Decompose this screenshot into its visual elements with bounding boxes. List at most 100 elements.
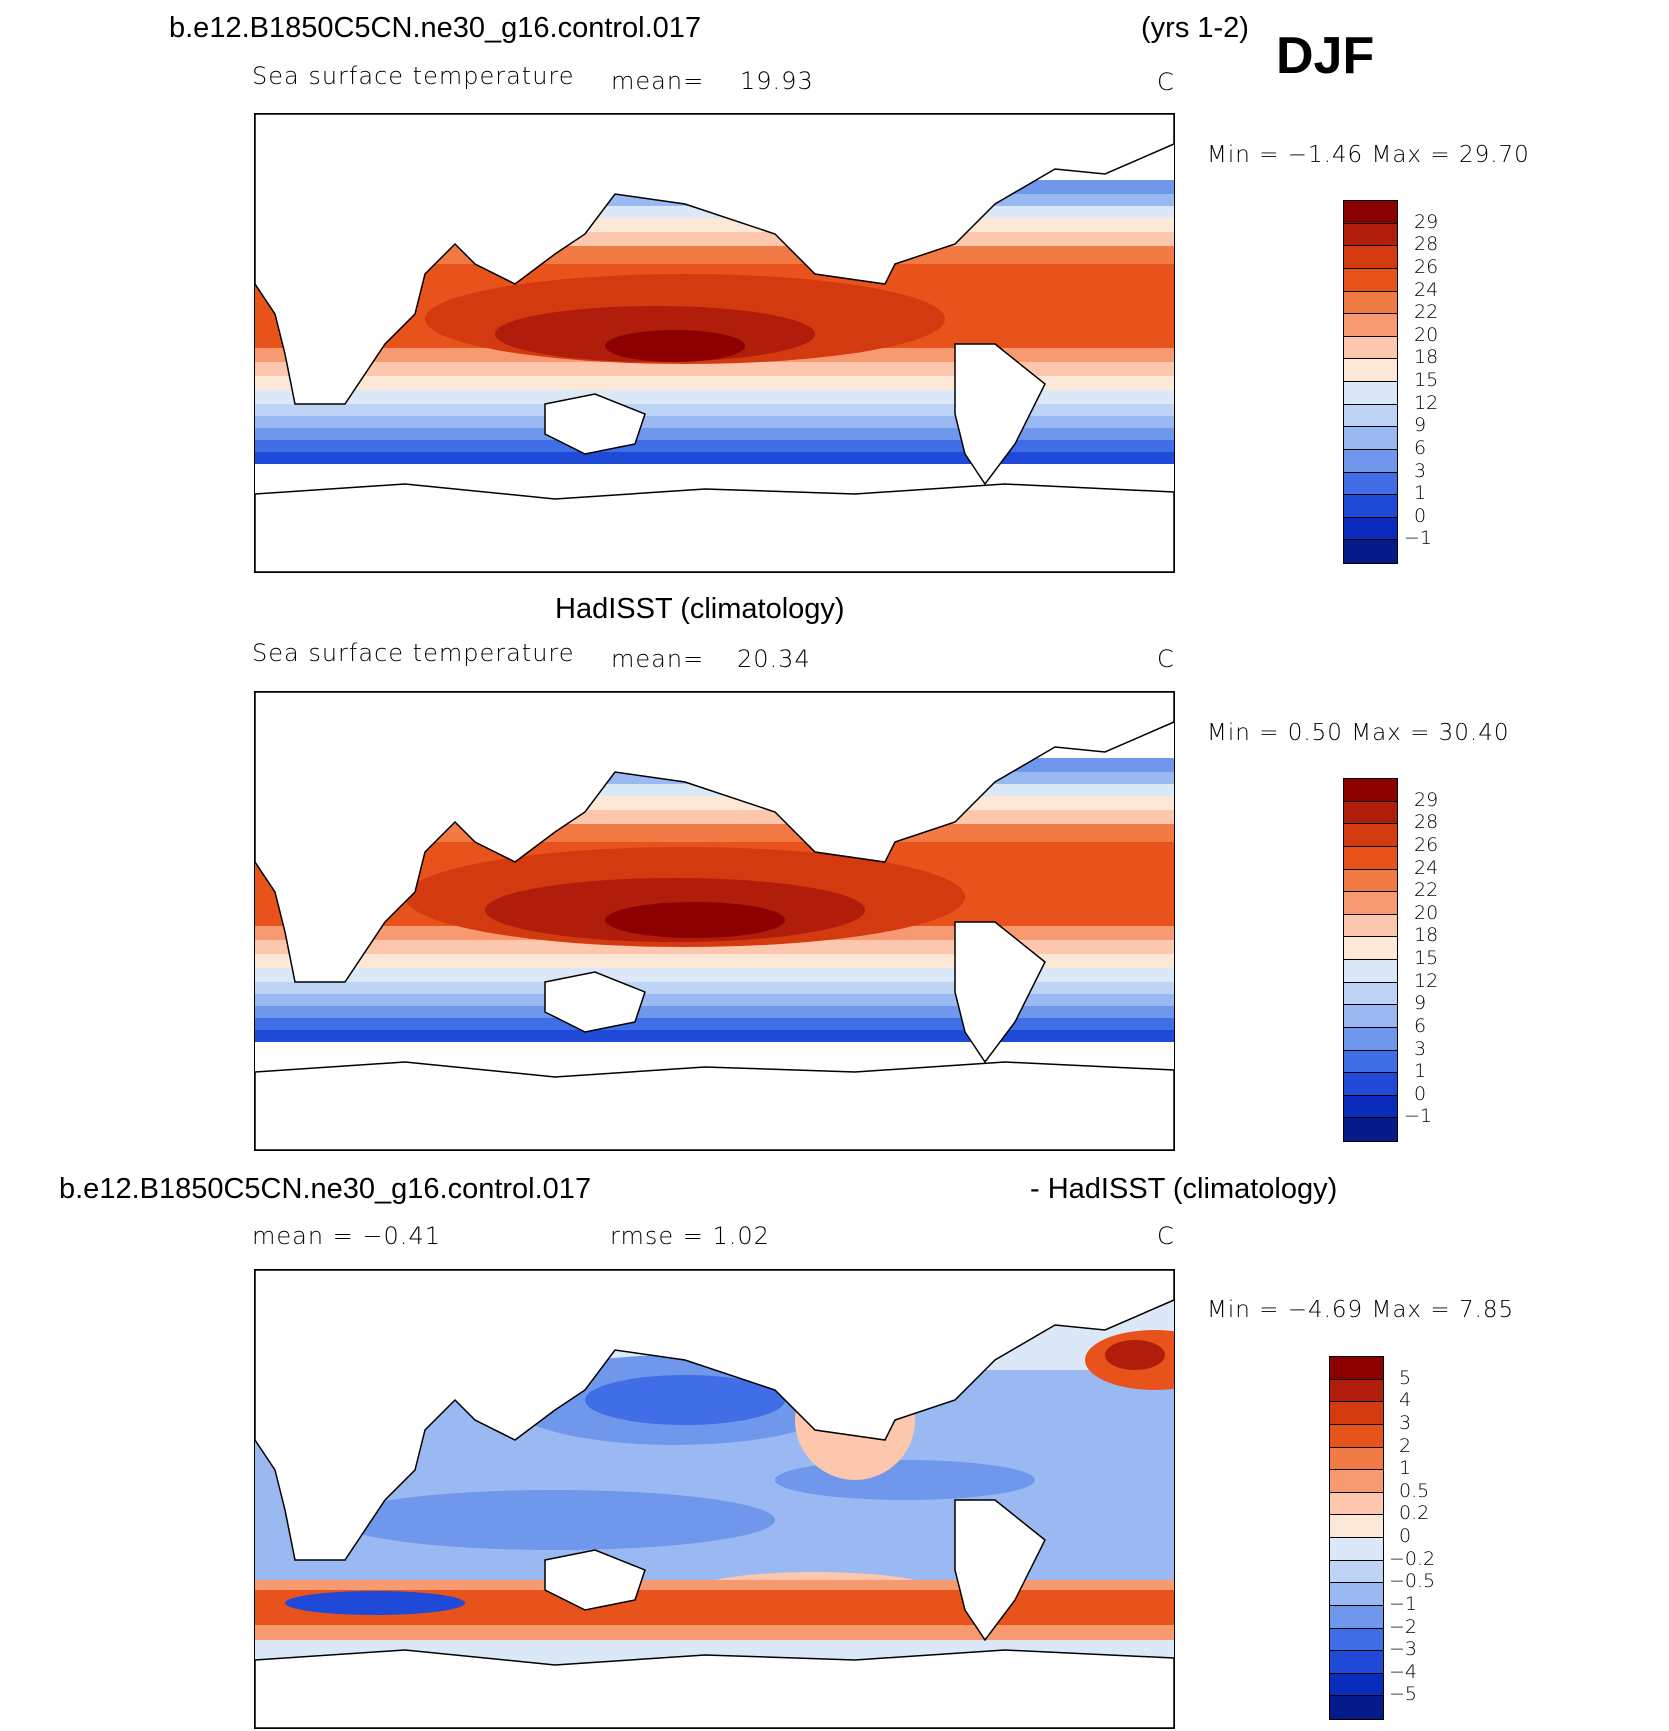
colorbar-swatch [1344,937,1397,960]
colorbar-swatch [1330,1605,1383,1629]
colorbar-swatch [1344,824,1397,847]
panel3-title-right: - HadISST (climatology) [1030,1173,1338,1205]
colorbar-tick-label: 0.5 [1399,1479,1430,1502]
panel3-minmax: Min = −4.69 Max = 7.85 [1207,1297,1515,1323]
colorbar-swatch [1330,1515,1383,1538]
colorbar-swatch [1344,495,1397,518]
colorbar-swatch [1344,1118,1397,1141]
panel2-minmax: Min = 0.50 Max = 30.40 [1207,720,1510,746]
panel2-map [254,691,1175,1151]
colorbar-tick-label: 26 [1414,255,1439,278]
colorbar-swatch [1330,1379,1383,1403]
panel2-mean-label: mean= [611,645,705,673]
panel3-title-left: b.e12.B1850C5CN.ne30_g16.control.017 [59,1173,592,1205]
colorbar-tick-label: 4 [1399,1389,1412,1412]
panel1-sst-field [255,114,1174,572]
colorbar-tick-label: 6 [1414,436,1427,459]
colorbar-tick-label: 15 [1414,369,1439,391]
colorbar-swatch [1330,1357,1383,1380]
panel1-map [254,113,1175,573]
colorbar-tick-label: 12 [1414,391,1439,414]
colorbar-tick-label: 24 [1414,856,1439,879]
panel3-colorbar [1329,1356,1384,1720]
colorbar-tick-label: 1 [1414,482,1427,505]
season-label: DJF [1276,27,1375,85]
colorbar-tick-label: 29 [1414,788,1439,811]
colorbar-tick-label: −0.2 [1389,1547,1436,1570]
case-title: b.e12.B1850C5CN.ne30_g16.control.017 [169,12,702,44]
colorbar-tick-label: 6 [1414,1014,1427,1037]
colorbar-tick-label: 20 [1414,901,1439,924]
colorbar-swatch [1344,869,1397,893]
panel1-colorbar [1343,200,1398,564]
colorbar-tick-label: 3 [1414,459,1427,482]
colorbar-swatch [1344,472,1397,496]
colorbar-tick-label: 22 [1414,301,1439,324]
panel2-units: C [1157,645,1175,673]
panel3-mean: mean = −0.41 [252,1222,441,1250]
colorbar-tick-label: 0.2 [1399,1502,1430,1525]
colorbar-tick-label: 20 [1414,323,1439,346]
panel1-units: C [1157,68,1175,96]
panel1-variable: Sea surface temperature [252,62,575,90]
colorbar-swatch [1344,540,1397,563]
colorbar-tick-label: −1 [1404,1105,1433,1128]
panel2-colorbar [1343,778,1398,1142]
colorbar-swatch [1330,1560,1383,1584]
colorbar-swatch [1344,382,1397,405]
colorbar-tick-label: 9 [1414,414,1427,437]
colorbar-tick-label: 12 [1414,969,1439,992]
colorbar-tick-label: −4 [1389,1660,1418,1683]
colorbar-tick-label: 28 [1414,233,1439,256]
colorbar-tick-label: 0 [1399,1525,1412,1547]
colorbar-tick-label: 22 [1414,879,1439,902]
panel1-mean-label: mean= [611,67,705,95]
colorbar-swatch [1330,1492,1383,1516]
colorbar-swatch [1344,404,1397,428]
colorbar-swatch [1344,982,1397,1006]
colorbar-swatch [1344,246,1397,269]
colorbar-tick-label: 3 [1414,1037,1427,1060]
colorbar-tick-label: 24 [1414,278,1439,301]
colorbar-tick-label: 0 [1414,1082,1427,1105]
colorbar-swatch [1344,314,1397,337]
colorbar-swatch [1344,914,1397,938]
panel3-units: C [1157,1222,1175,1250]
colorbar-tick-label: 29 [1414,210,1439,233]
colorbar-swatch [1344,801,1397,825]
panel3-rmse: rmse = 1.02 [610,1222,770,1250]
colorbar-tick-label: 5 [1399,1366,1412,1389]
colorbar-swatch [1344,846,1397,870]
colorbar-tick-label: −2 [1389,1615,1418,1638]
colorbar-swatch [1330,1402,1383,1425]
panel3-diff-field [255,1270,1174,1728]
colorbar-tick-label: −1 [1389,1592,1418,1615]
panel1-minmax: Min = −1.46 Max = 29.70 [1207,142,1530,168]
colorbar-tick-label: −5 [1389,1683,1418,1706]
years-label: (yrs 1-2) [1141,12,1249,44]
colorbar-swatch [1330,1583,1383,1606]
panel2-sst-field [255,692,1174,1150]
colorbar-swatch [1330,1696,1383,1719]
panel3-map [254,1269,1175,1729]
panel2-title: HadISST (climatology) [555,593,845,625]
colorbar-swatch [1344,223,1397,247]
colorbar-swatch [1330,1447,1383,1471]
colorbar-tick-label: 1 [1414,1060,1427,1083]
colorbar-tick-label: −1 [1404,527,1433,550]
colorbar-swatch [1330,1538,1383,1561]
colorbar-swatch [1330,1470,1383,1493]
panel2-mean-value: 20.34 [737,645,811,673]
colorbar-tick-label: 0 [1414,504,1427,527]
colorbar-swatch [1344,359,1397,382]
colorbar-swatch [1344,892,1397,915]
colorbar-swatch [1344,779,1397,802]
colorbar-tick-label: −3 [1389,1638,1418,1661]
colorbar-swatch [1344,1095,1397,1119]
colorbar-swatch [1344,291,1397,315]
colorbar-tick-label: 2 [1399,1434,1412,1457]
colorbar-swatch [1344,960,1397,983]
panel1-mean-value: 19.93 [740,67,814,95]
colorbar-tick-label: 9 [1414,992,1427,1015]
colorbar-swatch [1344,268,1397,292]
